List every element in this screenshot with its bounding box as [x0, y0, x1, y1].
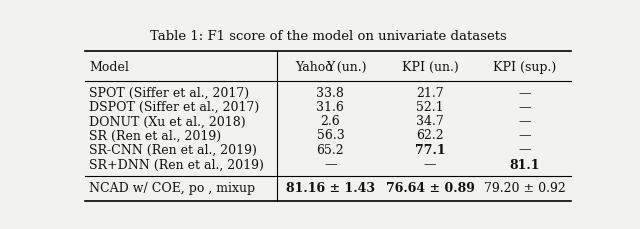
Text: —: —: [518, 101, 531, 114]
Text: —: —: [518, 144, 531, 157]
Text: 77.1: 77.1: [415, 144, 445, 157]
Text: 56.3: 56.3: [317, 129, 344, 142]
Text: SPOT (Siffer et al., 2017): SPOT (Siffer et al., 2017): [89, 87, 249, 100]
Text: 65.2: 65.2: [317, 144, 344, 157]
Text: Table 1: F1 score of the model on univariate datasets: Table 1: F1 score of the model on univar…: [150, 30, 506, 43]
Text: —: —: [424, 158, 436, 172]
Text: —: —: [518, 87, 531, 100]
Text: SR-CNN (Ren et al., 2019): SR-CNN (Ren et al., 2019): [89, 144, 257, 157]
Text: 81.1: 81.1: [509, 158, 540, 172]
Text: KPI (un.): KPI (un.): [402, 61, 458, 74]
Text: 34.7: 34.7: [416, 115, 444, 128]
Text: —: —: [518, 115, 531, 128]
Text: Model: Model: [89, 61, 129, 74]
Text: DSPOT (Siffer et al., 2017): DSPOT (Siffer et al., 2017): [89, 101, 259, 114]
Text: SR (Ren et al., 2019): SR (Ren et al., 2019): [89, 129, 221, 142]
Text: —: —: [324, 158, 337, 172]
Text: Y: Y: [326, 61, 335, 74]
Text: 81.16 ± 1.43: 81.16 ± 1.43: [286, 182, 375, 195]
Text: 21.7: 21.7: [416, 87, 444, 100]
Text: 31.6: 31.6: [317, 101, 344, 114]
Text: NCAD w/ COE, po , mixup: NCAD w/ COE, po , mixup: [89, 182, 255, 195]
Text: 2.6: 2.6: [321, 115, 340, 128]
Text: —: —: [518, 129, 531, 142]
Text: 76.64 ± 0.89: 76.64 ± 0.89: [386, 182, 474, 195]
Text: 62.2: 62.2: [416, 129, 444, 142]
Text: KPI (sup.): KPI (sup.): [493, 61, 557, 74]
Text: DONUT (Xu et al., 2018): DONUT (Xu et al., 2018): [89, 115, 246, 128]
Text: SR+DNN (Ren et al., 2019): SR+DNN (Ren et al., 2019): [89, 158, 264, 172]
Text: 79.20 ± 0.92: 79.20 ± 0.92: [484, 182, 566, 195]
Text: Yahoo (un.): Yahoo (un.): [294, 61, 366, 74]
Text: 52.1: 52.1: [416, 101, 444, 114]
Text: 33.8: 33.8: [317, 87, 344, 100]
